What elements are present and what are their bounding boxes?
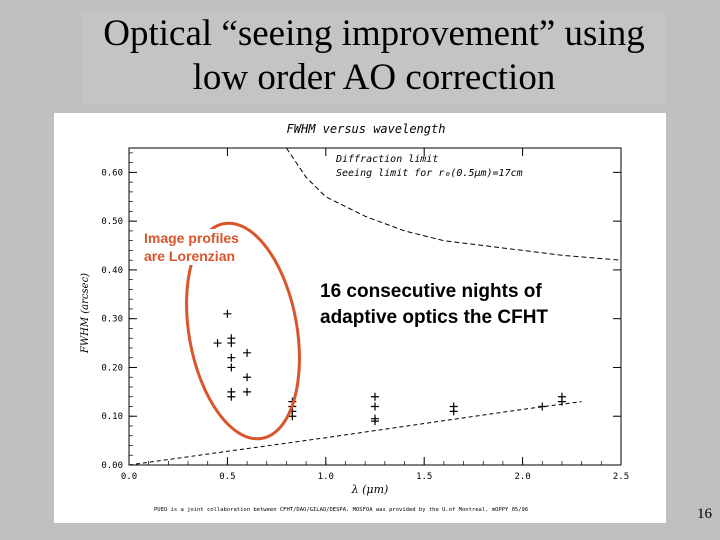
x-tick-label: 0.5 — [219, 472, 235, 482]
y-tick-label: 0.00 — [101, 461, 123, 471]
x-tick-label: 0.0 — [121, 472, 137, 482]
y-tick-label: 0.40 — [101, 266, 123, 276]
data-point — [227, 339, 236, 348]
slide-title-line-2: low order AO correction — [192, 57, 556, 98]
x-axis-label: λ (μm) — [351, 483, 389, 496]
nights-annotation-line-2: adaptive optics the CFHT — [320, 307, 549, 328]
page-number: 16 — [697, 506, 712, 522]
y-tick-label: 0.60 — [101, 168, 123, 178]
y-tick-label: 0.10 — [101, 412, 123, 422]
axes: 0.0 0.5 1.0 1.5 2.0 2.5 0.00 0.10 0.20 0.30 0.40 0.… — [101, 147, 629, 482]
nights-annotation: 16 consecutive nights of adaptive optics… — [320, 279, 551, 331]
data-point — [223, 309, 232, 318]
data-point — [371, 392, 379, 401]
y-tick-label: 0.30 — [101, 315, 123, 325]
slide-title-line-1: Optical “seeing improvement” using — [103, 13, 645, 54]
data-point — [227, 363, 236, 372]
data-point — [227, 392, 236, 401]
data-point — [449, 407, 458, 416]
data-point — [557, 397, 566, 406]
chart-title: FWHM versus wavelength — [287, 122, 446, 136]
seeing-limit-line — [285, 147, 622, 261]
data-point — [243, 348, 252, 357]
y-tick-label: 0.20 — [101, 363, 123, 373]
data-point — [243, 373, 252, 382]
nights-annotation-line-1: 16 consecutive nights of — [320, 281, 542, 302]
x-tick-label: 1.0 — [318, 472, 334, 482]
profiles-annotation: Image profiles are Lorenzian — [144, 229, 239, 265]
x-tick-label: 2.0 — [514, 472, 530, 482]
x-tick-label: 2.5 — [613, 472, 629, 482]
data-point — [538, 402, 547, 411]
data-point — [288, 412, 297, 421]
diffraction-limit-line — [128, 401, 582, 466]
data-point — [227, 353, 236, 362]
chart-footer: PUEO is a joint collaboration between CF… — [154, 507, 528, 513]
y-tick-label: 0.50 — [101, 217, 123, 227]
fwhm-chart: FWHM versus wavelength 0.0 0.5 1.0 1.5 2.0 2.… — [80, 122, 629, 513]
data-point — [243, 387, 252, 396]
legend-diffraction-limit: Diffraction limit — [335, 154, 438, 165]
data-point — [371, 417, 379, 426]
y-axis-label: FWHM (arcsec) — [80, 273, 91, 354]
data-point — [371, 402, 379, 411]
profiles-annotation-line-2: are Lorenzian — [144, 248, 236, 264]
x-tick-label: 1.5 — [416, 472, 432, 482]
legend-seeing-limit: Seeing limit for r₀(0.5μm)=17cm — [336, 168, 523, 179]
data-point — [213, 339, 222, 348]
curves — [128, 147, 622, 466]
plot-border — [128, 147, 622, 466]
plot-frame: FWHM versus wavelength 0.0 0.5 1.0 1.5 2.0 2.… — [54, 113, 666, 523]
highlight-ellipse — [185, 221, 301, 441]
profiles-annotation-line-1: Image profiles — [144, 230, 239, 246]
title-box: Optical “seeing improvement” using low o… — [82, 12, 666, 104]
